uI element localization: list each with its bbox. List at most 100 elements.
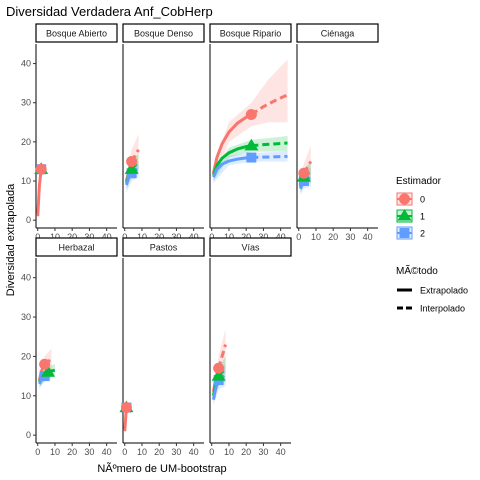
point-bosque-denso-est-0: [126, 155, 138, 167]
x-axis-title: NÃºmero de UM-bootstrap: [97, 462, 226, 475]
x-tick-label-bosque-denso-30: 30: [171, 232, 181, 242]
strip-label-bosque-ripario: Bosque Ripario: [220, 29, 282, 39]
legend-estimador-label-0: 0: [420, 195, 425, 205]
chart-title: Diversidad Verdadera Anf_CobHerp: [6, 4, 213, 19]
legend-estimador-label-1: 1: [420, 212, 425, 222]
point-bosque-ripario-est-0: [245, 108, 257, 120]
panel-herbazal: Herbazal 0 10 20 30 40 0 10 20 30 40: [21, 237, 118, 457]
x-tick-label-cienaga-20: 20: [328, 232, 338, 242]
x-tick-label-herbazal-0: 0: [35, 447, 40, 457]
legend-metodo-label-extrapolado: Extrapolado: [420, 286, 468, 296]
strip-label-bosque-abierto: Bosque Abierto: [46, 29, 107, 39]
y-tick-label-herbazal-40: 40: [21, 273, 31, 283]
strip-vias: [209, 237, 292, 257]
strip-label-pastos: Pastos: [150, 243, 178, 253]
y-tick-label-bosque-abierto-20: 20: [21, 137, 31, 147]
panel-bg-herbazal: [36, 258, 117, 443]
x-tick-label-pastos-0: 0: [122, 447, 127, 457]
point-herbazal-est-0: [39, 358, 51, 370]
x-tick-label-bosque-abierto-20: 20: [67, 232, 77, 242]
band-bosque-ripario-est-0: [213, 59, 288, 182]
x-tick-label-bosque-abierto-0: 0: [35, 232, 40, 242]
panel-cienaga: Ciénaga 0 10 20 30 40: [296, 23, 379, 242]
legend-estimador-key-2: 2: [396, 225, 425, 241]
line-interpolado-bosque-ripario-est-1: [251, 141, 288, 148]
point-vias-est-1: [211, 369, 226, 381]
x-tick-label-bosque-denso-10: 10: [137, 232, 147, 242]
x-tick-label-bosque-abierto-40: 40: [102, 232, 112, 242]
strip-pastos: [122, 237, 205, 257]
strip-label-cienaga: Ciénaga: [321, 29, 355, 39]
line-interpolado-bosque-ripario-est-2: [251, 154, 288, 160]
panel-bg-bosque-ripario: [210, 44, 291, 228]
panel-vias: Vías 0 10 20 30 40: [209, 237, 292, 457]
legend-estimador-title: Estimador: [396, 176, 442, 187]
x-tick-label-cienaga-0: 0: [296, 232, 301, 242]
x-tick-label-bosque-denso-40: 40: [189, 232, 199, 242]
panel-bosque-denso: Bosque Denso 0 10 20 30 40: [122, 23, 205, 242]
x-tick-label-bosque-ripario-40: 40: [276, 232, 286, 242]
point-vias-est-0: [213, 362, 225, 374]
x-tick-label-bosque-denso-0: 0: [122, 232, 127, 242]
band-bosque-ripario-est-1: [213, 136, 288, 182]
legend-metodo-entries: Extrapolado Interpolado: [397, 286, 468, 314]
strip-bosque-denso: [122, 23, 205, 43]
legend-estimador-label-2: 2: [420, 229, 425, 239]
x-tick-label-vias-0: 0: [209, 447, 214, 457]
x-tick-label-vias-40: 40: [276, 447, 286, 457]
y-tick-label-herbazal-30: 30: [21, 312, 31, 322]
panel-bosque-abierto: Bosque Abierto 0 10 20 30 40 0 10 20 30 40: [21, 23, 118, 242]
x-tick-label-cienaga-10: 10: [311, 232, 321, 242]
x-tick-label-bosque-abierto-10: 10: [50, 232, 60, 242]
point-bosque-ripario-est-2: [246, 152, 257, 163]
legend-metodo-key-interpolado: Interpolado: [397, 304, 465, 314]
strip-label-vias: Vías: [241, 243, 260, 253]
x-tick-label-pastos-10: 10: [137, 447, 147, 457]
x-tick-label-bosque-denso-20: 20: [154, 232, 164, 242]
point-bosque-abierto-est-0: [35, 163, 47, 175]
x-tick-label-pastos-30: 30: [171, 447, 181, 457]
x-tick-label-cienaga-40: 40: [363, 232, 373, 242]
line-extrapolado-bosque-ripario-est-2: [212, 156, 252, 178]
legend-metodo-title: MÃ©todo: [396, 264, 438, 277]
panel-bg-cienaga: [297, 44, 378, 228]
legend: Estimador 0 1 2 MÃ©todo Extrapolado Interpo…: [396, 176, 468, 314]
point-pastos-est-0: [120, 402, 132, 414]
panel-bg-bosque-denso: [123, 44, 204, 228]
x-tick-label-bosque-ripario-0: 0: [209, 232, 214, 242]
line-extrapolado-bosque-abierto-est-0: [36, 169, 43, 217]
x-tick-label-bosque-ripario-30: 30: [258, 232, 268, 242]
x-tick-label-herbazal-10: 10: [50, 447, 60, 457]
y-tick-label-bosque-abierto-40: 40: [21, 59, 31, 69]
line-extrapolado-bosque-ripario-est-1: [212, 144, 252, 176]
panel-bg-vias: [210, 258, 291, 443]
legend-metodo-label-interpolado: Interpolado: [420, 304, 465, 314]
legend-key-marker-1: [397, 209, 412, 221]
x-tick-label-bosque-abierto-30: 30: [84, 232, 94, 242]
line-interpolado-bosque-ripario-est-0: [250, 93, 289, 116]
panel-bg-bosque-abierto: [36, 44, 117, 228]
strip-bosque-ripario: [209, 23, 292, 43]
legend-key-marker-2: [399, 228, 410, 238]
y-tick-label-herbazal-0: 0: [26, 430, 31, 440]
y-tick-label-bosque-abierto-30: 30: [21, 98, 31, 108]
strip-label-herbazal: Herbazal: [58, 243, 94, 253]
point-herbazal-est-1: [41, 365, 56, 377]
x-tick-label-herbazal-30: 30: [84, 447, 94, 457]
strip-bosque-abierto: [35, 23, 118, 43]
legend-estimador-entries: 0 1 2: [396, 191, 425, 241]
y-tick-label-herbazal-20: 20: [21, 351, 31, 361]
legend-key-marker-0: [399, 193, 410, 205]
y-tick-label-bosque-abierto-0: 0: [26, 215, 31, 225]
x-tick-label-bosque-ripario-20: 20: [241, 232, 251, 242]
x-tick-label-vias-20: 20: [241, 447, 251, 457]
x-tick-label-herbazal-40: 40: [102, 447, 112, 457]
x-tick-label-vias-10: 10: [224, 447, 234, 457]
y-tick-label-herbazal-10: 10: [21, 391, 31, 401]
strip-label-bosque-denso: Bosque Denso: [134, 29, 193, 39]
x-tick-label-pastos-20: 20: [154, 447, 164, 457]
line-extrapolado-bosque-ripario-est-0: [211, 113, 253, 174]
x-tick-label-cienaga-30: 30: [345, 232, 355, 242]
